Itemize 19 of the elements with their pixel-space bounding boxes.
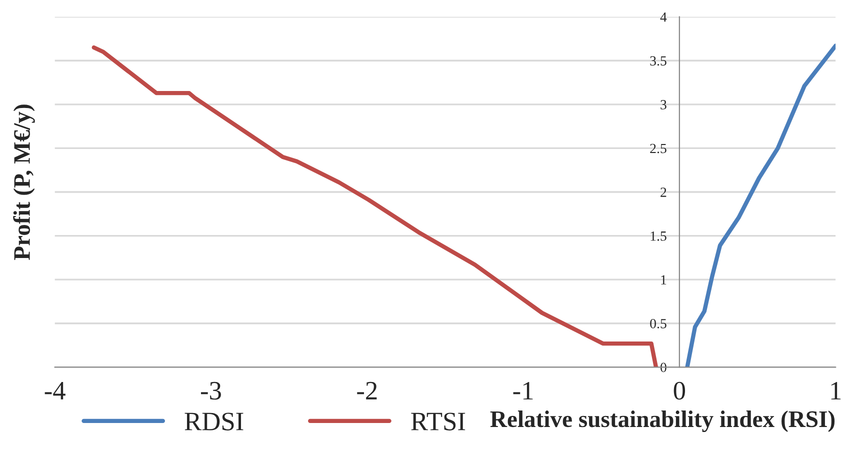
x-tick-label: -4 (44, 382, 66, 400)
y-tick-label: 4 (660, 12, 667, 22)
y-tick-label: 1 (661, 275, 666, 284)
y-tick-label: 3.5 (650, 56, 666, 66)
y-tick-label: 2.5 (650, 144, 666, 154)
x-tick-label: 1 (831, 382, 841, 400)
line-series (685, 44, 836, 368)
y-tick-label: 0.5 (650, 318, 666, 328)
x-axis-title: Relative sustainability index (RSI) (490, 410, 835, 432)
legend-label: RDSI (184, 412, 244, 430)
x-tick-label: -2 (357, 382, 377, 400)
x-tick-label: 0 (674, 382, 686, 400)
y-tick-label: 1.5 (650, 231, 666, 241)
legend-label: RTSI (411, 412, 466, 430)
y-tick-label: 3 (660, 100, 666, 110)
y-tick-label: 2 (660, 188, 666, 197)
y-axis-title: Profit (P, M€/y) (13, 104, 35, 260)
x-tick-label: -3 (200, 382, 221, 400)
x-tick-label: -1 (513, 382, 533, 400)
